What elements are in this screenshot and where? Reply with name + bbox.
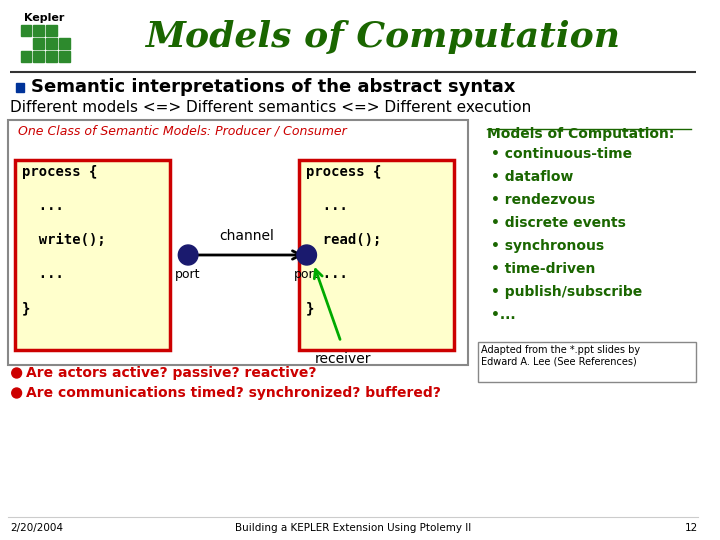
Text: ...: ...: [306, 267, 348, 281]
Text: 12: 12: [685, 523, 698, 533]
Text: • publish/subscribe: • publish/subscribe: [491, 285, 642, 299]
FancyBboxPatch shape: [8, 120, 468, 365]
Text: Adapted from the *.ppt slides by
Edward A. Lee (See References): Adapted from the *.ppt slides by Edward …: [481, 345, 640, 367]
FancyBboxPatch shape: [14, 160, 169, 350]
Text: }: }: [306, 301, 314, 315]
Bar: [21, 51, 32, 62]
Text: port: port: [294, 268, 320, 281]
Circle shape: [297, 245, 317, 265]
Bar: [33, 25, 44, 36]
Bar: [16, 83, 24, 92]
Text: 2/20/2004: 2/20/2004: [10, 523, 63, 533]
Text: One Class of Semantic Models: Producer / Consumer: One Class of Semantic Models: Producer /…: [17, 125, 346, 138]
Bar: [59, 51, 70, 62]
Bar: [59, 38, 70, 49]
Text: Are communications timed? synchronized? buffered?: Are communications timed? synchronized? …: [27, 386, 441, 400]
Text: ...: ...: [22, 199, 63, 213]
Bar: [33, 38, 44, 49]
Text: Kepler: Kepler: [24, 13, 64, 23]
Text: write();: write();: [22, 233, 105, 247]
Text: • dataflow: • dataflow: [491, 170, 573, 184]
Bar: [21, 25, 32, 36]
FancyArrowPatch shape: [315, 269, 340, 339]
Text: read();: read();: [306, 233, 381, 247]
Text: ...: ...: [22, 267, 63, 281]
Text: Building a KEPLER Extension Using Ptolemy II: Building a KEPLER Extension Using Ptolem…: [235, 523, 471, 533]
Text: • synchronous: • synchronous: [491, 239, 604, 253]
Text: • continuous-time: • continuous-time: [491, 147, 632, 161]
Text: Models of Computation: Models of Computation: [145, 20, 620, 54]
Circle shape: [179, 245, 198, 265]
Text: process {: process {: [306, 165, 381, 179]
FancyBboxPatch shape: [299, 160, 454, 350]
Bar: [33, 51, 44, 62]
Circle shape: [12, 388, 22, 398]
Text: Different models <=> Different semantics <=> Different execution: Different models <=> Different semantics…: [10, 100, 531, 116]
Text: ...: ...: [306, 199, 348, 213]
Bar: [46, 25, 57, 36]
Text: Models of Computation:: Models of Computation:: [487, 127, 675, 141]
Text: • discrete events: • discrete events: [491, 216, 626, 230]
Text: port: port: [176, 268, 201, 281]
FancyBboxPatch shape: [478, 342, 696, 382]
Text: • rendezvous: • rendezvous: [491, 193, 595, 207]
FancyArrowPatch shape: [191, 251, 301, 259]
Text: }: }: [22, 301, 30, 315]
Text: channel: channel: [220, 229, 274, 243]
Circle shape: [12, 368, 22, 378]
Text: process {: process {: [22, 165, 97, 179]
Text: receiver: receiver: [315, 352, 372, 366]
Bar: [46, 51, 57, 62]
Text: Semantic interpretations of the abstract syntax: Semantic interpretations of the abstract…: [32, 78, 516, 96]
Bar: [46, 38, 57, 49]
Text: •...: •...: [491, 308, 516, 322]
Text: • time-driven: • time-driven: [491, 262, 595, 276]
Text: Are actors active? passive? reactive?: Are actors active? passive? reactive?: [27, 366, 317, 380]
